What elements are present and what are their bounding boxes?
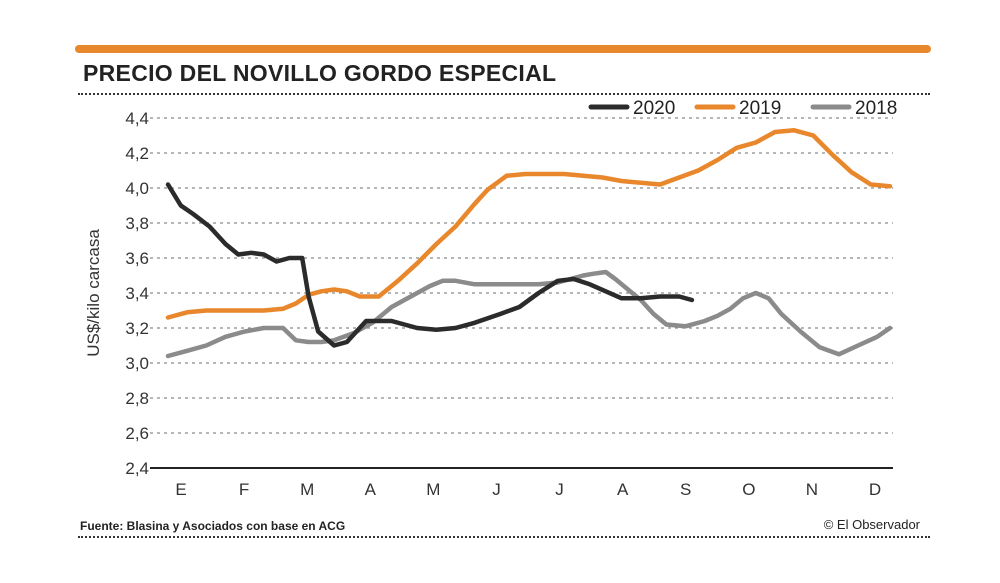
- y-tick-label: 3,8: [125, 214, 149, 233]
- x-tick-label: O: [742, 480, 755, 499]
- y-tick-label: 3,6: [125, 249, 149, 268]
- y-tick-label: 4,0: [125, 179, 149, 198]
- y-tick-label: 2,8: [125, 389, 149, 408]
- x-tick-label: N: [806, 480, 818, 499]
- x-tick-label: E: [175, 480, 186, 499]
- x-tick-label: M: [426, 480, 440, 499]
- publisher-credit: © El Observador: [823, 517, 920, 532]
- legend: 2020 2019 2018: [588, 98, 897, 119]
- chart-title: PRECIO DEL NOVILLO GORDO ESPECIAL: [83, 60, 557, 86]
- y-tick-label: 4,2: [125, 144, 149, 163]
- footer-divider: [78, 536, 930, 538]
- legend-label-2018: 2018: [855, 98, 897, 119]
- x-tick-label: J: [492, 480, 501, 499]
- y-tick-label: 2,6: [125, 424, 149, 443]
- y-tick-label: 4,4: [125, 109, 149, 128]
- top-accent-bar: [75, 45, 931, 53]
- y-tick-label: 2,4: [125, 459, 149, 478]
- x-tick-label: M: [300, 480, 314, 499]
- legend-label-2020: 2020: [633, 98, 675, 119]
- title-divider: [78, 93, 930, 95]
- grid-lines: [150, 117, 893, 469]
- series-line-2019: [165, 128, 893, 320]
- x-tick-label: A: [617, 480, 629, 499]
- y-axis-label: US$/kilo carcasa: [84, 229, 103, 357]
- series-lines: [165, 128, 893, 359]
- x-tick-label: F: [239, 480, 249, 499]
- series-line-2018: [165, 269, 893, 359]
- x-tick-label: D: [869, 480, 881, 499]
- source-note: Fuente: Blasina y Asociados con base en …: [80, 519, 346, 533]
- y-tick-labels: 2,4 2,6 2,8 3,0 3,2 3,4 3,6 3,8 4,0 4,2 4,4: [125, 109, 149, 478]
- legend-label-2019: 2019: [739, 98, 781, 119]
- y-tick-label: 3,0: [125, 354, 149, 373]
- y-tick-label: 3,4: [125, 284, 149, 303]
- x-tick-label: A: [365, 480, 377, 499]
- y-tick-label: 3,2: [125, 319, 149, 338]
- series-line-2020: [165, 182, 695, 348]
- x-tick-label: J: [555, 480, 564, 499]
- x-tick-label: S: [680, 480, 691, 499]
